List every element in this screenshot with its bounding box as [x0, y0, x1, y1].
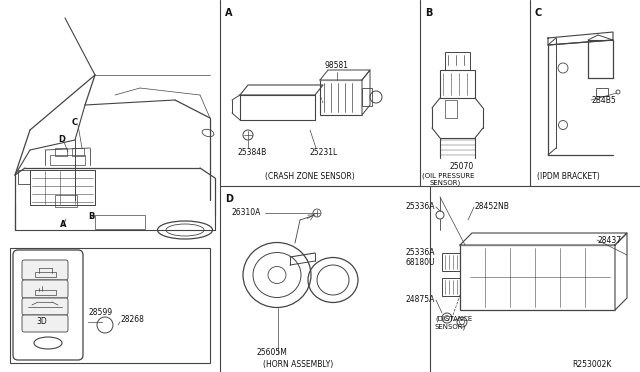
Polygon shape [548, 32, 613, 45]
Text: 25336A: 25336A [406, 202, 435, 211]
Bar [320, 80, 362, 115]
Text: 25070: 25070 [450, 162, 474, 171]
Text: 25231L: 25231L [310, 148, 339, 157]
Text: (OIL PRESSURE: (OIL PRESSURE [422, 172, 474, 179]
Text: B: B [425, 8, 433, 18]
Text: (HORN ASSEMBLY): (HORN ASSEMBLY) [263, 360, 333, 369]
Bar [55, 148, 67, 156]
Text: 28437: 28437 [598, 235, 622, 244]
Text: R253002K: R253002K [572, 360, 611, 369]
Polygon shape [615, 233, 627, 310]
Polygon shape [362, 70, 370, 115]
Bar [72, 148, 84, 156]
Bar [50, 155, 85, 165]
Text: 3D: 3D [36, 317, 47, 327]
Text: 2B4B5: 2B4B5 [592, 96, 617, 105]
Text: A: A [225, 8, 232, 18]
Text: A: A [60, 220, 67, 229]
Text: 25384B: 25384B [237, 148, 266, 157]
Text: (DISTANCE: (DISTANCE [435, 315, 472, 321]
Bar [445, 52, 470, 70]
Text: D: D [225, 194, 233, 204]
FancyBboxPatch shape [13, 250, 83, 360]
FancyBboxPatch shape [22, 280, 68, 298]
Text: C: C [535, 8, 542, 18]
Bar [442, 253, 460, 271]
FancyBboxPatch shape [22, 260, 68, 280]
Text: 25336A: 25336A [406, 248, 435, 257]
Text: (CRASH ZONE SENSOR): (CRASH ZONE SENSOR) [265, 172, 355, 181]
FancyBboxPatch shape [22, 315, 68, 332]
Text: 98581: 98581 [325, 61, 349, 70]
Text: C: C [72, 118, 78, 127]
Bar [35, 290, 56, 295]
Text: 26310A: 26310A [232, 208, 261, 217]
Bar [440, 70, 475, 98]
Bar [55, 195, 77, 207]
Text: 25605M: 25605M [257, 348, 287, 357]
Polygon shape [240, 95, 315, 120]
Bar [95, 215, 145, 229]
Text: 28268: 28268 [120, 315, 144, 324]
Bar [445, 100, 457, 118]
Text: 68180U: 68180U [406, 258, 435, 267]
Text: SENSOR): SENSOR) [435, 323, 467, 330]
Bar [362, 88, 372, 106]
Polygon shape [460, 233, 627, 245]
Text: B: B [88, 212, 94, 221]
Bar [460, 245, 615, 310]
Text: SENSOR): SENSOR) [430, 179, 461, 186]
Bar [596, 88, 608, 96]
Bar [442, 278, 460, 296]
Text: 28599: 28599 [88, 308, 112, 317]
FancyBboxPatch shape [22, 298, 68, 315]
Bar [18, 170, 30, 184]
Text: 24875A: 24875A [406, 295, 435, 304]
Polygon shape [240, 85, 323, 95]
Text: D: D [58, 135, 65, 144]
Bar [35, 272, 56, 277]
Text: 28452NB: 28452NB [475, 202, 510, 211]
Polygon shape [320, 70, 370, 80]
Text: (IPDM BRACKET): (IPDM BRACKET) [536, 172, 600, 181]
Bar [10, 248, 210, 363]
